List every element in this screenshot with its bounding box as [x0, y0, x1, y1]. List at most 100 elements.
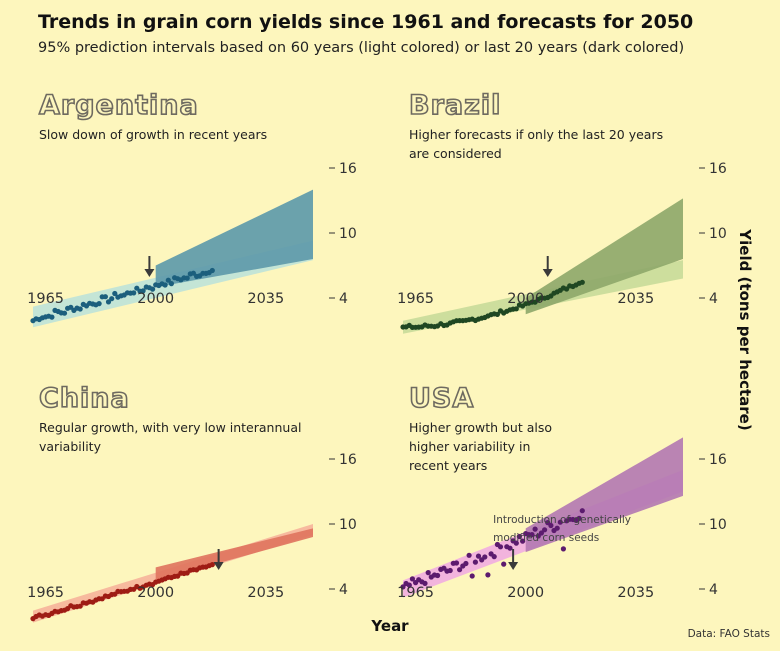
x-tick-label: 2000	[137, 291, 174, 307]
data-point	[548, 522, 554, 529]
panel-annotation: are considered	[409, 146, 502, 161]
data-source: Data: FAO Stats	[687, 628, 770, 640]
data-point	[529, 532, 535, 538]
y-tick-label: 16	[339, 452, 357, 468]
data-point	[507, 545, 513, 551]
data-point	[554, 525, 560, 531]
x-tick-label: 2035	[247, 291, 284, 307]
observed-points	[400, 279, 585, 330]
data-point	[409, 576, 415, 582]
panel-annotation: Slow down of growth in recent years	[39, 127, 267, 142]
x-tick-label: 2000	[507, 291, 544, 307]
data-point	[501, 561, 507, 567]
x-tick-label: 1965	[397, 585, 434, 601]
data-point	[491, 554, 497, 560]
chart-subtitle: 95% prediction intervals based on 60 yea…	[38, 40, 685, 56]
data-point	[447, 567, 453, 574]
y-tick-label: 10	[339, 226, 357, 242]
data-point	[150, 286, 156, 292]
y-tick-label: 10	[709, 226, 727, 242]
data-point	[579, 279, 585, 285]
y-tick-label: 16	[339, 161, 357, 177]
gm-seed-note: modified corn seeds	[493, 532, 599, 544]
arrow-head	[213, 562, 224, 570]
panel-title: Brazil	[409, 90, 501, 121]
arrow-head	[542, 269, 553, 277]
data-point	[435, 572, 441, 579]
band-20-years	[155, 528, 313, 581]
data-point	[482, 554, 488, 560]
data-point	[494, 311, 500, 317]
data-point	[162, 282, 168, 288]
panel-annotation: Higher growth but also	[409, 420, 552, 435]
arrow-head	[144, 269, 155, 277]
data-point	[61, 310, 68, 316]
observed-points	[30, 267, 215, 324]
panel-usa: 4 10 16 1965 2000 2035 USA Higher growth but al…	[397, 382, 727, 601]
y-axis-label: Yield (tons per hectare)	[736, 228, 754, 430]
x-tick-label: 2035	[247, 585, 284, 601]
data-point	[165, 277, 171, 283]
band-20-years	[525, 437, 683, 553]
data-point	[96, 301, 102, 307]
y-tick-label: 10	[339, 517, 357, 533]
data-point	[520, 538, 526, 544]
data-point	[77, 603, 83, 609]
panel-annotation: Regular growth, with very low interannua…	[39, 420, 301, 435]
x-tick-label: 2000	[137, 585, 174, 601]
chart-title: Trends in grain corn yields since 1961 a…	[38, 11, 694, 33]
panel-annotation: variability	[39, 439, 102, 454]
data-point	[209, 562, 215, 568]
data-point	[463, 560, 469, 567]
data-point	[557, 519, 563, 525]
data-point	[184, 275, 190, 281]
data-point	[472, 559, 478, 565]
data-point	[109, 296, 115, 302]
y-tick-label: 4	[339, 291, 348, 307]
data-point	[497, 544, 504, 550]
panel-annotation: recent years	[409, 458, 487, 473]
x-tick-label: 1965	[397, 291, 434, 307]
data-point	[469, 573, 475, 579]
y-tick-label: 4	[709, 582, 718, 598]
panel-annotation: higher variability in	[409, 439, 530, 454]
y-tick-label: 10	[709, 517, 727, 533]
data-point	[579, 508, 585, 514]
data-point	[485, 572, 491, 578]
data-point	[112, 290, 118, 297]
y-tick-label: 4	[709, 291, 718, 307]
observed-points	[400, 508, 585, 590]
panel-argentina: 4 10 16 1965 2000 2035 Argentina Slow down of g…	[27, 89, 357, 328]
x-axis-label: Year	[370, 617, 409, 635]
data-point	[516, 533, 523, 540]
data-point	[532, 526, 538, 532]
data-point	[105, 299, 112, 305]
data-point	[466, 552, 472, 558]
data-point	[422, 580, 428, 587]
x-tick-label: 1965	[27, 291, 64, 307]
data-point	[140, 288, 146, 294]
data-point	[49, 314, 55, 320]
observed-points	[30, 562, 215, 622]
data-point	[209, 267, 215, 274]
data-point	[453, 560, 460, 566]
data-point	[538, 530, 545, 536]
data-point	[457, 567, 463, 573]
data-point	[190, 270, 196, 276]
data-point	[542, 527, 548, 533]
data-point	[560, 546, 567, 552]
x-tick-label: 2000	[507, 585, 544, 601]
panel-title: USA	[409, 383, 474, 414]
data-point	[102, 294, 108, 300]
gm-seed-note: Introduction of genetically	[493, 514, 631, 526]
panel-title: Argentina	[39, 90, 199, 121]
panel-china: 4 10 16 1965 2000 2035 China Regular growth, wi…	[27, 382, 357, 623]
data-point	[400, 584, 406, 590]
x-tick-label: 2035	[617, 291, 654, 307]
band-20-years	[525, 198, 683, 315]
y-tick-label: 4	[339, 582, 348, 598]
y-tick-label: 16	[709, 452, 727, 468]
x-tick-label: 2035	[617, 585, 654, 601]
data-point	[77, 306, 83, 312]
